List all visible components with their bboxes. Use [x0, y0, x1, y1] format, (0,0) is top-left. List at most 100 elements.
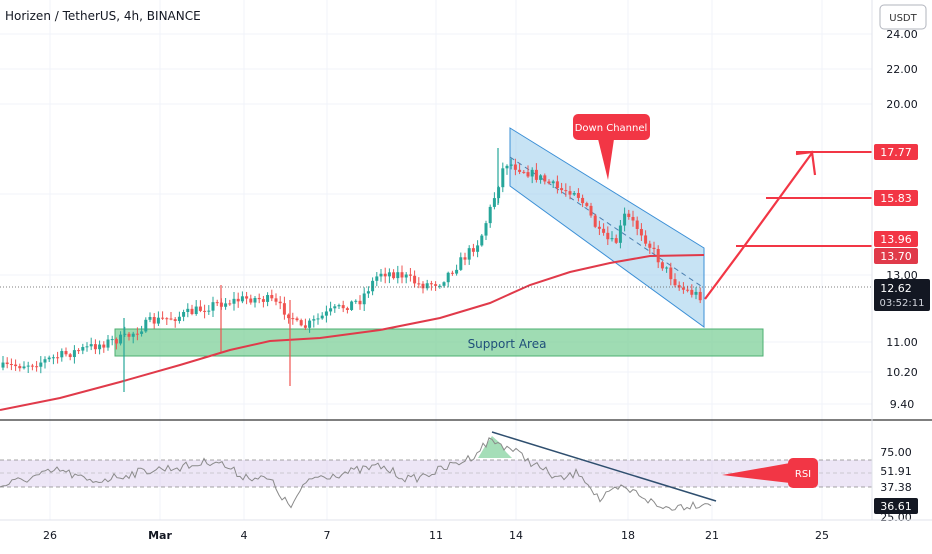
price-tick-label: 11.00 — [886, 336, 918, 349]
rsi-callout-pointer — [722, 463, 790, 483]
candle — [190, 304, 194, 316]
candle — [228, 299, 232, 306]
down-channel-label: Down Channel — [575, 123, 648, 134]
candle — [341, 300, 345, 313]
target-tag-15-83-box — [874, 190, 918, 206]
candle-body — [665, 267, 669, 269]
candle — [379, 268, 383, 282]
candle-body — [102, 344, 106, 348]
candle — [572, 191, 576, 197]
candle-body — [47, 357, 51, 360]
candle-body — [119, 334, 123, 344]
time-tick-label: 18 — [621, 529, 635, 542]
candle-body — [190, 308, 194, 315]
candle-body — [236, 298, 240, 302]
candle — [303, 318, 307, 330]
candle-body — [492, 198, 496, 207]
candle — [602, 223, 606, 236]
candle-body — [480, 235, 484, 246]
candle — [429, 280, 433, 291]
target-tag-13-96: 13.96 — [874, 231, 918, 247]
candle — [140, 325, 144, 337]
down-channel-zone[interactable] — [509, 127, 705, 328]
candle — [589, 202, 593, 218]
candle-body — [140, 331, 144, 334]
candle — [555, 175, 559, 194]
candle — [593, 213, 597, 229]
candle-body — [345, 308, 349, 310]
candle-body — [240, 296, 244, 302]
candle — [14, 359, 18, 371]
candle — [392, 269, 396, 280]
candle-body — [379, 273, 383, 277]
candle-body — [350, 301, 354, 310]
candle-body — [417, 283, 421, 285]
candle-body — [64, 351, 68, 355]
candle — [26, 361, 30, 374]
candle — [236, 292, 240, 308]
time-axis-ticks[interactable]: 26 Mar 4 7 11 14 18 21 25 — [43, 529, 829, 542]
candle-body — [623, 213, 627, 226]
candle — [156, 311, 160, 326]
rsi-value-tag-37-38-box — [874, 480, 918, 495]
candle-body — [144, 319, 148, 332]
candle-body — [324, 311, 328, 316]
candle-body — [421, 283, 425, 289]
price-tick-label: 20.00 — [886, 98, 918, 111]
candle — [173, 317, 177, 328]
candle — [551, 179, 555, 188]
candle-body — [476, 245, 480, 252]
candle-body — [648, 243, 652, 248]
candle — [1, 356, 5, 371]
time-tick-label: 25 — [815, 529, 829, 542]
candle-body — [467, 248, 471, 260]
candle — [354, 299, 358, 304]
candle-body — [383, 273, 387, 277]
candle — [240, 291, 244, 304]
support-area-zone[interactable] — [114, 328, 764, 357]
candle-body — [534, 169, 538, 180]
candle — [68, 352, 72, 361]
candle — [644, 230, 648, 247]
candle-body — [303, 325, 307, 328]
candle — [467, 245, 471, 265]
rsi-value-tag-51-91-box — [874, 464, 918, 479]
target-tag-15-83-label: 15.83 — [880, 192, 912, 205]
candle — [249, 294, 253, 305]
candle — [152, 313, 156, 329]
candle-body — [224, 303, 228, 307]
candle — [576, 188, 580, 202]
projection-path — [704, 152, 813, 300]
candle — [64, 347, 68, 357]
candle-body — [543, 175, 547, 182]
candle-body — [572, 193, 576, 195]
candle-body — [513, 164, 517, 170]
candle — [182, 309, 186, 322]
candle — [102, 341, 106, 353]
rsi-line — [0, 437, 712, 511]
candle-body — [614, 238, 618, 243]
candle — [320, 312, 324, 320]
candle-body — [56, 357, 60, 359]
candle — [60, 348, 64, 362]
time-tick-label: Mar — [148, 529, 172, 542]
candle — [39, 356, 43, 374]
candle — [463, 252, 467, 266]
candle-body — [316, 318, 320, 320]
candle — [480, 233, 484, 247]
candle-body — [455, 269, 459, 274]
candlestick-series — [1, 148, 702, 392]
candle — [518, 163, 522, 175]
candle — [564, 183, 568, 197]
currency-badge[interactable] — [879, 4, 927, 30]
candle — [681, 282, 685, 294]
candle-body — [547, 181, 551, 184]
candle-body — [299, 320, 303, 326]
candle-body — [400, 272, 404, 278]
candle-body — [203, 310, 207, 312]
candle-body — [413, 275, 417, 284]
candle-body — [518, 169, 522, 172]
candle — [131, 331, 135, 344]
candle — [186, 303, 190, 318]
